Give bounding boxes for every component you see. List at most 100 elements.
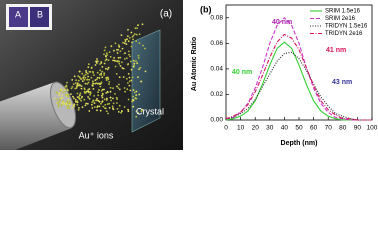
ion — [128, 53, 130, 56]
ion — [133, 33, 136, 35]
ion — [117, 111, 120, 113]
ion — [122, 41, 124, 44]
ion — [132, 98, 134, 101]
ion — [97, 91, 99, 94]
ion — [115, 60, 118, 63]
series-line — [225, 51, 372, 121]
ion — [123, 58, 126, 60]
ion — [108, 107, 111, 109]
ion — [96, 71, 99, 74]
ion — [68, 100, 71, 103]
ion — [133, 62, 136, 65]
ion — [105, 58, 108, 61]
ion — [128, 80, 131, 83]
ion — [73, 75, 76, 78]
ion — [132, 65, 135, 68]
ion — [103, 74, 105, 76]
ion — [129, 55, 131, 58]
sample-a — [9, 7, 28, 27]
ion — [80, 99, 82, 102]
ion — [117, 87, 120, 89]
ion — [128, 76, 131, 79]
ion — [109, 86, 112, 89]
ion — [92, 80, 94, 83]
ion — [86, 78, 88, 81]
x-tick-label: 80 — [339, 125, 347, 132]
ion — [65, 105, 68, 107]
ion — [77, 79, 80, 82]
ion — [119, 50, 122, 52]
ion — [83, 87, 86, 90]
ion — [112, 59, 114, 62]
ion — [105, 110, 108, 113]
ion — [116, 59, 119, 62]
annotation: 40 nm — [272, 19, 292, 26]
ion — [131, 76, 134, 79]
inset-label: A — [15, 9, 21, 19]
ion — [138, 42, 141, 44]
ion — [64, 93, 67, 96]
ion — [58, 92, 61, 95]
ion — [96, 105, 99, 108]
ion — [75, 79, 77, 81]
ion — [119, 65, 122, 67]
ion — [141, 23, 144, 26]
ion — [56, 92, 59, 94]
ion — [105, 55, 107, 57]
ion — [140, 80, 143, 83]
ion — [128, 84, 131, 87]
series-line — [225, 16, 372, 121]
ion — [86, 102, 89, 105]
ion — [66, 89, 69, 92]
ion — [72, 95, 74, 98]
ion — [71, 79, 74, 81]
ion — [127, 108, 129, 111]
ion — [91, 85, 94, 87]
ion — [130, 68, 133, 71]
ion — [111, 105, 114, 108]
ion — [70, 87, 73, 90]
crystal-label: Crystal — [136, 106, 164, 116]
ion — [120, 111, 122, 114]
ion — [98, 77, 101, 79]
ion — [100, 81, 103, 84]
ion — [87, 63, 90, 66]
ion — [67, 98, 70, 101]
ion — [144, 70, 147, 73]
ion — [108, 51, 111, 53]
ion — [92, 70, 94, 73]
ion — [127, 40, 130, 43]
ion — [135, 97, 138, 100]
ion — [113, 59, 116, 62]
ion — [75, 100, 77, 103]
y-tick-label: 0.02 — [210, 91, 223, 98]
ion — [135, 110, 138, 113]
ion — [80, 87, 83, 90]
ion — [138, 33, 141, 36]
ion — [62, 103, 65, 105]
ion — [138, 68, 141, 70]
ion — [87, 90, 90, 93]
ion — [106, 90, 109, 93]
ion — [87, 88, 90, 91]
ion — [77, 75, 80, 77]
ion — [81, 72, 84, 75]
ion — [103, 72, 106, 75]
ion — [76, 101, 79, 104]
ion — [76, 96, 79, 98]
ion — [65, 84, 68, 87]
ion — [69, 103, 72, 106]
ion — [105, 76, 108, 79]
chart: (b) Au Atomic Ratio Depth (nm) 0.00 0.02 0… — [191, 4, 378, 146]
ion — [66, 94, 69, 97]
ion — [95, 62, 98, 64]
ion — [103, 49, 106, 52]
figure: A B (a) Au⁺ ions Crystal (b) Au Atomic R… — [0, 0, 378, 150]
ion — [104, 46, 107, 49]
x-tick-label: 60 — [310, 125, 318, 132]
illustration: A B (a) Au⁺ ions Crystal — [0, 0, 183, 150]
ion — [123, 52, 126, 55]
ion — [103, 98, 106, 101]
ion — [94, 79, 97, 81]
ion — [60, 97, 62, 100]
